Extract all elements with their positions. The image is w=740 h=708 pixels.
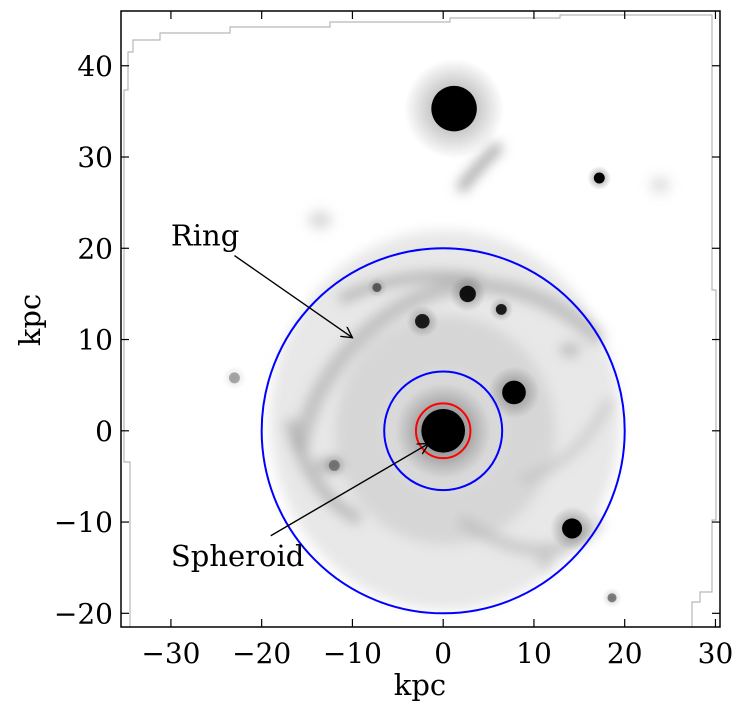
y-axis-title: kpc (13, 294, 47, 346)
spheroid-annotation-arrow (270, 444, 429, 537)
y-tick-label: 40 (77, 50, 113, 83)
spheroid-aperture (414, 402, 472, 460)
annotations-layer: Ring Spheroid (171, 219, 429, 573)
star-right-upper (593, 172, 605, 184)
y-tick-label: −10 (54, 506, 113, 539)
outer-ring-aperture (260, 247, 626, 615)
y-tick-label: −20 (54, 597, 113, 630)
knot-5 (607, 593, 617, 603)
apertures-layer (260, 247, 626, 615)
x-axis-title: kpc (394, 668, 446, 702)
ring-annotation-label: Ring (171, 219, 239, 253)
knot-2 (415, 314, 430, 329)
y-tick-label: 30 (77, 141, 113, 174)
knot-7-glow (322, 453, 347, 478)
spheroid-annotation-label: Spheroid (171, 539, 304, 573)
x-tick-label: 30 (698, 637, 734, 670)
galaxy-core (421, 408, 466, 453)
knot-6 (228, 372, 240, 384)
footprint-edge (123, 14, 717, 627)
x-tick-label: −10 (323, 637, 382, 670)
ticks-layer: −30 −20 −10 0 10 20 30 −20 −10 0 10 20 30 40 (54, 11, 733, 670)
star-lower-right (562, 518, 583, 539)
ring-annotation-arrow (234, 255, 352, 338)
x-tick-label: 10 (516, 637, 552, 670)
y-tick-label: 0 (95, 415, 113, 448)
knot-6-glow (222, 365, 247, 390)
knot-1 (459, 285, 476, 303)
knot-5-glow (601, 587, 623, 608)
bright-star-top (431, 85, 477, 132)
knot-7 (328, 460, 340, 471)
inner-ring-aperture (383, 370, 504, 492)
x-tick-label: −30 (141, 637, 200, 670)
galaxy-image (121, 11, 720, 627)
y-tick-label: 20 (77, 232, 113, 265)
x-tick-label: 20 (607, 637, 643, 670)
x-tick-label: −20 (232, 637, 291, 670)
y-tick-label: 10 (77, 324, 113, 357)
sources-layer (222, 58, 623, 608)
star-right-mid (502, 380, 526, 405)
knot-3 (495, 303, 507, 315)
axes-frame (120, 10, 721, 628)
x-tick-label: 0 (434, 637, 452, 670)
knot-4 (372, 282, 382, 293)
